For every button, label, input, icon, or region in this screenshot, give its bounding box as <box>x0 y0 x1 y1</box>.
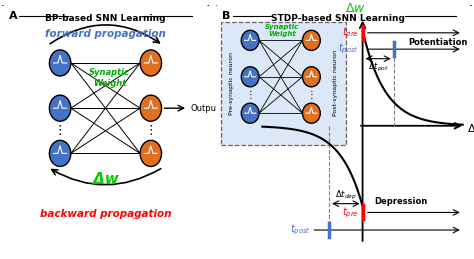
Circle shape <box>140 95 162 121</box>
Circle shape <box>241 103 259 123</box>
Text: A: A <box>9 11 17 21</box>
Text: ⋮: ⋮ <box>145 124 157 137</box>
Text: $t_{pre}$: $t_{pre}$ <box>342 26 359 40</box>
FancyArrowPatch shape <box>50 25 159 44</box>
Text: Δw: Δw <box>92 172 118 187</box>
Circle shape <box>49 140 71 167</box>
Text: $\Delta t$: $\Delta t$ <box>467 122 474 134</box>
Text: $\Delta w$: $\Delta w$ <box>346 2 366 15</box>
Text: Post-synaptic neuron: Post-synaptic neuron <box>333 50 338 116</box>
Circle shape <box>49 50 71 76</box>
Text: $\Delta t_{pot}$: $\Delta t_{pot}$ <box>368 60 389 74</box>
Circle shape <box>302 67 320 87</box>
Text: $t_{pre}$: $t_{pre}$ <box>342 205 359 220</box>
Text: $t_{post}$: $t_{post}$ <box>290 223 310 237</box>
Circle shape <box>140 140 162 167</box>
FancyArrowPatch shape <box>52 169 161 185</box>
Text: Depression: Depression <box>374 197 427 206</box>
Text: Output: Output <box>190 104 219 113</box>
Text: Potentiation: Potentiation <box>409 38 468 47</box>
Circle shape <box>241 67 259 87</box>
Text: forward propagation: forward propagation <box>45 29 166 39</box>
Text: Pre-synaptic neuron: Pre-synaptic neuron <box>229 52 234 114</box>
FancyBboxPatch shape <box>221 21 346 145</box>
Text: ⋮: ⋮ <box>54 124 66 137</box>
Circle shape <box>302 30 320 51</box>
Circle shape <box>302 103 320 123</box>
Text: ⋮: ⋮ <box>245 90 255 100</box>
Text: $\Delta t_{dep}$: $\Delta t_{dep}$ <box>335 189 357 202</box>
Text: B: B <box>222 11 231 21</box>
Text: Synaptic
Weight: Synaptic Weight <box>265 24 300 37</box>
Text: STDP-based SNN Learning: STDP-based SNN Learning <box>271 14 405 23</box>
Text: BP-based SNN Learning: BP-based SNN Learning <box>45 14 166 23</box>
Circle shape <box>241 30 259 51</box>
FancyBboxPatch shape <box>212 4 474 259</box>
Text: backward propagation: backward propagation <box>40 209 171 219</box>
Circle shape <box>140 50 162 76</box>
Text: Synaptic
Weight: Synaptic Weight <box>89 68 130 88</box>
FancyBboxPatch shape <box>0 4 212 259</box>
Circle shape <box>49 95 71 121</box>
Text: $t_{post}$: $t_{post}$ <box>338 42 359 56</box>
Text: ⋮: ⋮ <box>307 90 316 100</box>
